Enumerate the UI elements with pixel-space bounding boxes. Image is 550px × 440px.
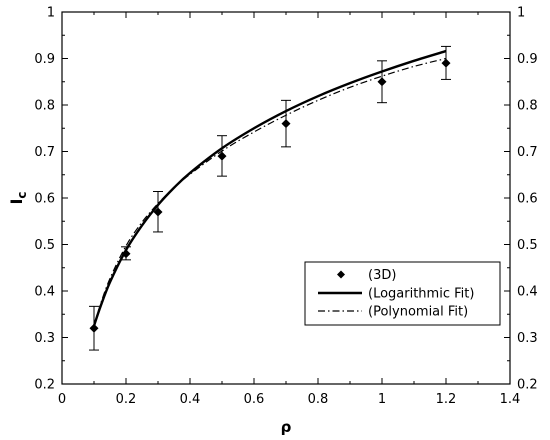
y-axis-label: Ic bbox=[7, 191, 29, 204]
x-tick-label: 0 bbox=[58, 392, 66, 407]
y-axis-label-sub: c bbox=[15, 191, 29, 198]
x-axis-label: ρ bbox=[281, 418, 292, 436]
data-point-3d bbox=[217, 151, 227, 161]
y-tick-label-left: 1 bbox=[47, 6, 55, 21]
data-point-3d bbox=[89, 323, 99, 333]
x-tick-label: 0.6 bbox=[244, 392, 265, 407]
y-tick-label-left: 0.2 bbox=[34, 378, 55, 393]
series-line-logarithmic-fit bbox=[92, 49, 447, 327]
x-tick-label: 1 bbox=[378, 392, 386, 407]
data-point-3d bbox=[121, 249, 131, 259]
y-axis-label-main: I bbox=[7, 199, 26, 205]
x-tick-label: 1.2 bbox=[436, 392, 457, 407]
x-tick-label: 0.8 bbox=[308, 392, 329, 407]
x-tick-label: 0.4 bbox=[180, 392, 201, 407]
x-tick-label: 0.2 bbox=[116, 392, 137, 407]
legend-label-3d: (3D) bbox=[368, 268, 396, 283]
plot-frame bbox=[61, 11, 511, 385]
y-tick-label-left: 0.4 bbox=[34, 285, 55, 300]
legend-marker-3d bbox=[337, 270, 345, 279]
y-tick-label-left: 0.3 bbox=[34, 331, 55, 346]
x-tick-label: 1.4 bbox=[500, 392, 521, 407]
y-tick-label-right: 0.8 bbox=[517, 99, 538, 114]
data-point-3d bbox=[281, 119, 291, 129]
y-tick-label-right: 0.4 bbox=[517, 285, 538, 300]
series-line-polynomial-fit bbox=[93, 57, 447, 327]
y-tick-label-left: 0.9 bbox=[34, 52, 55, 67]
tick-labels: 0 0.2 0.4 0.6 0.8 1 1.2 1.40.2 0.20.3 0.30.4 0.40.… bbox=[34, 6, 537, 408]
legend-label-poly: (Polynomial Fit) bbox=[368, 305, 468, 320]
y-tick-label-left: 0.8 bbox=[34, 99, 55, 114]
legend-label-log: (Logarithmic Fit) bbox=[368, 287, 474, 302]
y-tick-label-right: 0.9 bbox=[517, 52, 538, 67]
y-tick-label-right: 0.3 bbox=[517, 331, 538, 346]
legend: (3D) (Logarithmic Fit) (Polynomial Fit) bbox=[304, 261, 501, 326]
data-point-3d bbox=[441, 58, 451, 68]
y-tick-label-left: 0.7 bbox=[34, 145, 55, 160]
y-tick-label-right: 0.7 bbox=[517, 145, 538, 160]
y-tick-label-right: 0.2 bbox=[517, 378, 538, 393]
y-tick-label-right: 1 bbox=[517, 6, 525, 21]
series-lines bbox=[92, 49, 447, 327]
ticks bbox=[61, 11, 511, 385]
data-point-3d bbox=[153, 207, 163, 217]
y-tick-label-right: 0.5 bbox=[517, 238, 538, 253]
y-tick-label-right: 0.6 bbox=[517, 192, 538, 207]
y-tick-label-left: 0.5 bbox=[34, 238, 55, 253]
markers bbox=[89, 58, 451, 333]
data-point-3d bbox=[377, 77, 387, 87]
y-tick-label-left: 0.6 bbox=[34, 192, 55, 207]
